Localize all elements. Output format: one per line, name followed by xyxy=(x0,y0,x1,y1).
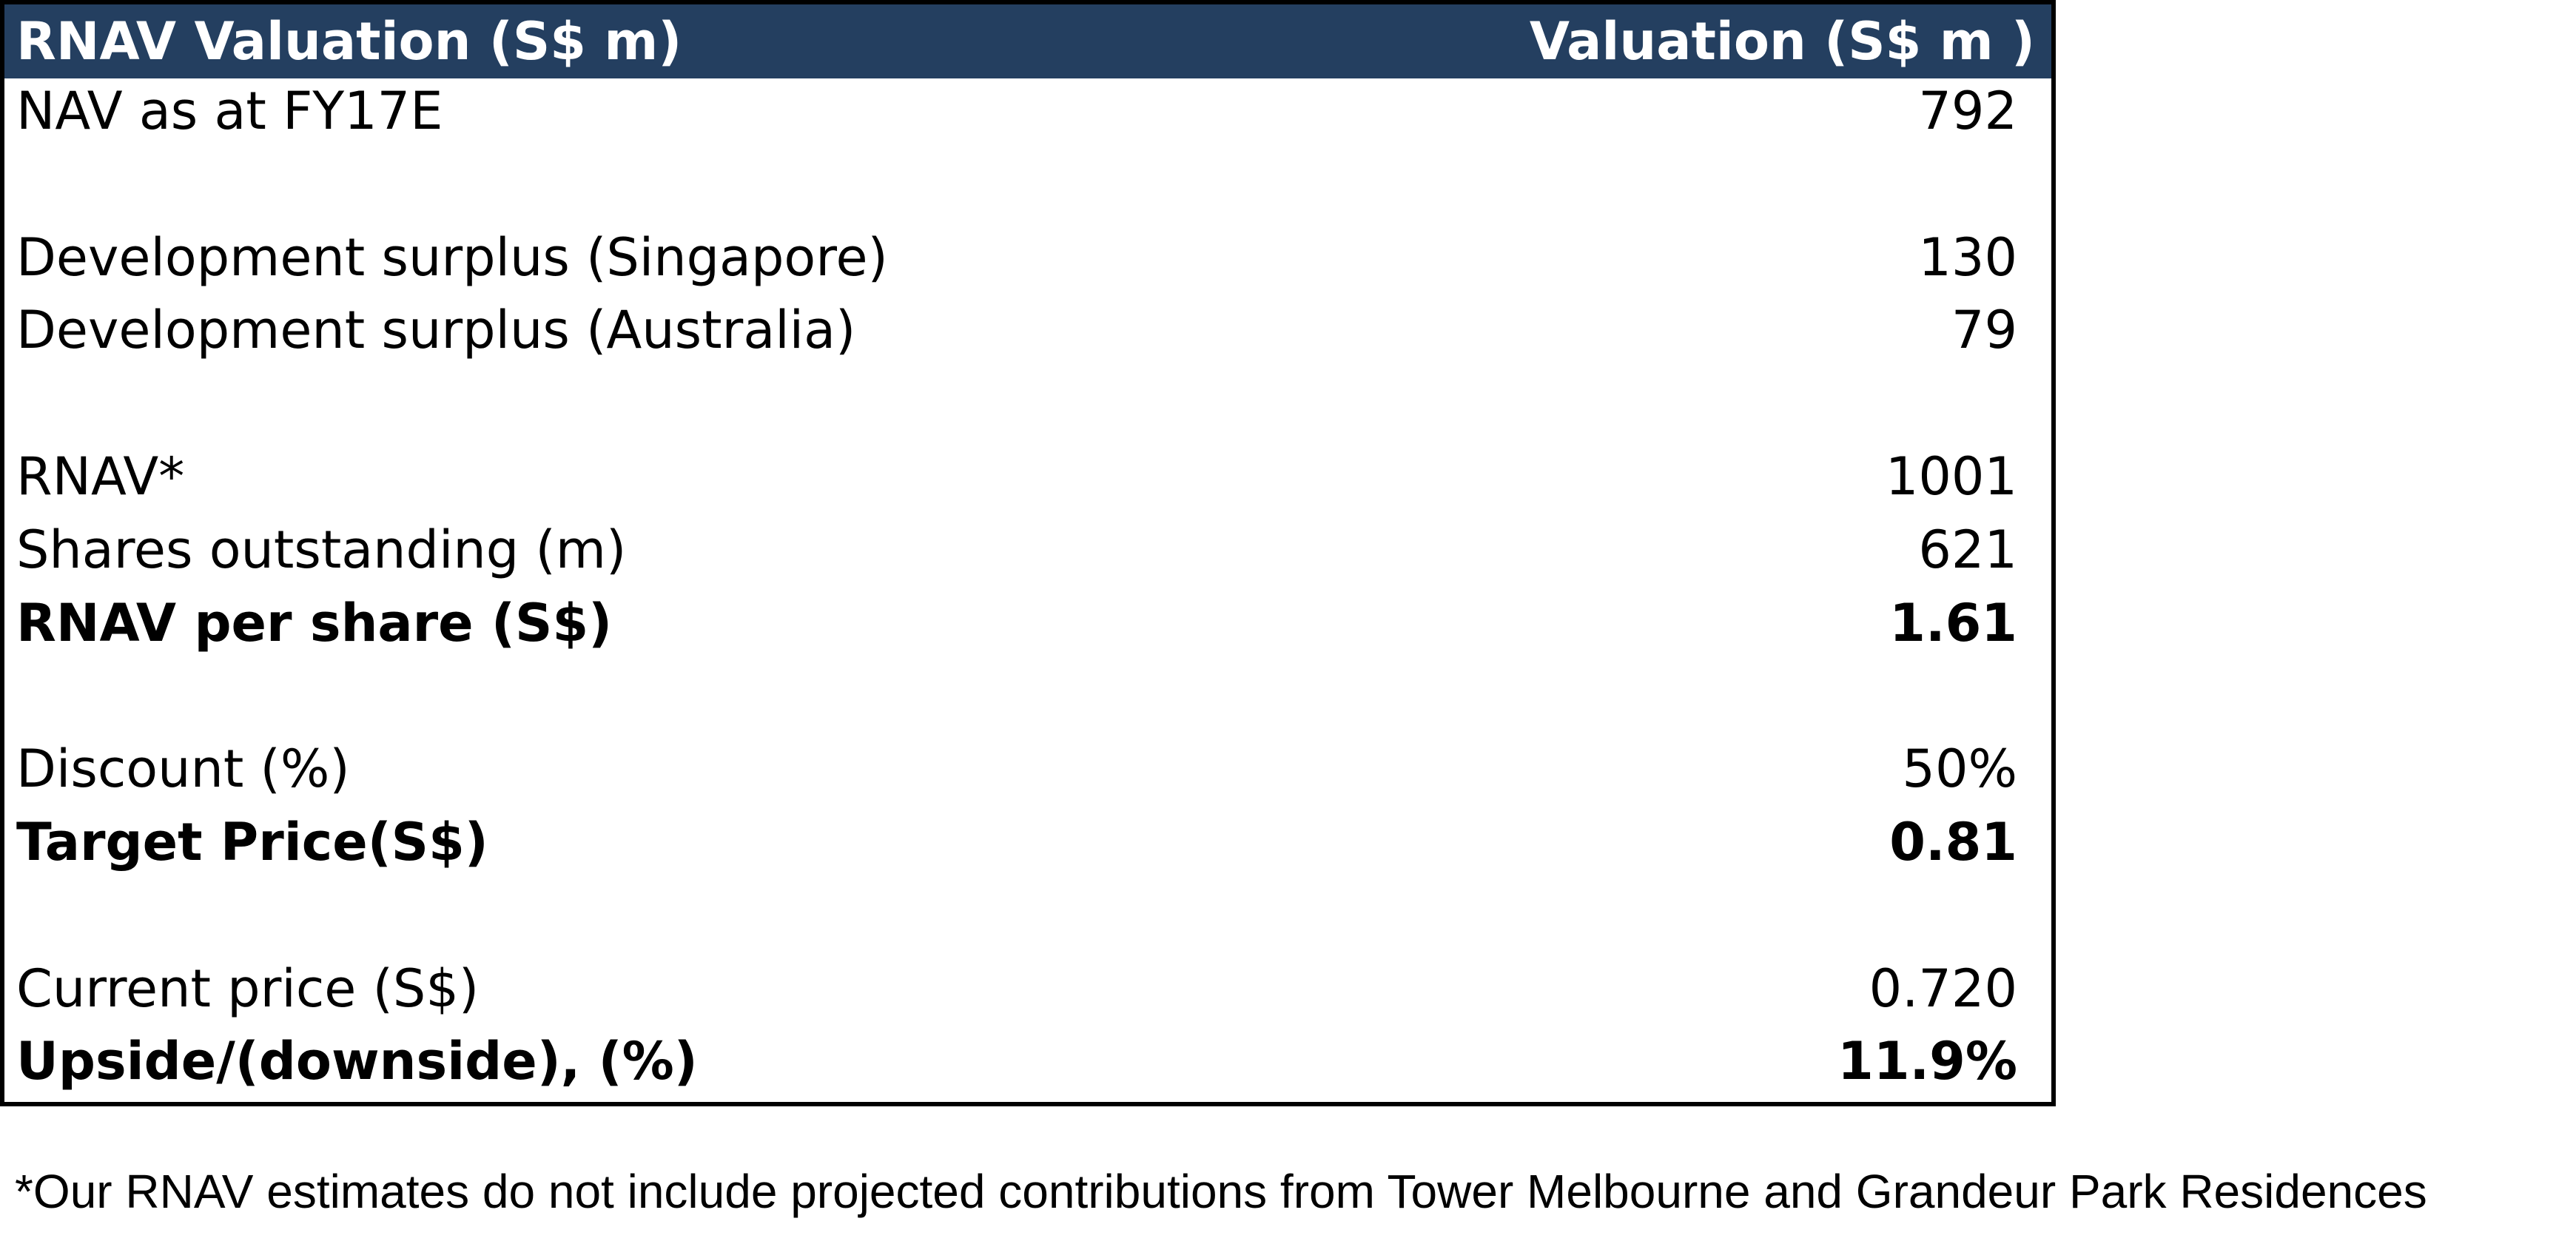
valuation-table: RNAV Valuation (S$ m) Valuation (S$ m ) … xyxy=(0,0,2056,1106)
row-value: 621 xyxy=(1918,519,2017,580)
footnote: *Our RNAV estimates do not include proje… xyxy=(15,1165,2427,1218)
row-label: Development surplus (Australia) xyxy=(16,300,856,361)
header-label: RNAV Valuation (S$ m) xyxy=(16,11,682,72)
row-value: 11.9% xyxy=(1837,1031,2017,1092)
table-header: RNAV Valuation (S$ m) Valuation (S$ m ) xyxy=(4,4,2051,78)
row-value: 792 xyxy=(1918,81,2017,141)
row-label: Development surplus (Singapore) xyxy=(16,226,888,288)
row-value: 1001 xyxy=(1885,446,2017,507)
row-label: RNAV per share (S$) xyxy=(16,592,613,653)
row-value: 0.81 xyxy=(1889,812,2017,873)
row-value: 130 xyxy=(1918,226,2017,288)
header-value: Valuation (S$ m ) xyxy=(1529,11,2035,72)
row-value: 50% xyxy=(1902,739,2017,800)
row-value: 1.61 xyxy=(1889,592,2017,653)
row-label: NAV as at FY17E xyxy=(16,81,443,141)
row-label: Shares outstanding (m) xyxy=(16,519,627,580)
row-label: RNAV* xyxy=(16,446,185,507)
row-value: 79 xyxy=(1951,300,2017,361)
row-label: Discount (%) xyxy=(16,739,350,800)
row-label: Upside/(downside), (%) xyxy=(16,1031,698,1092)
row-label: Target Price(S$) xyxy=(16,812,488,873)
row-value: 0.720 xyxy=(1869,958,2017,1019)
row-label: Current price (S$) xyxy=(16,958,480,1019)
